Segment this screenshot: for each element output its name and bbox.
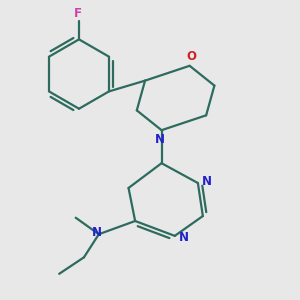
Text: N: N <box>92 226 102 239</box>
Text: N: N <box>155 133 165 146</box>
Text: N: N <box>179 231 189 244</box>
Text: N: N <box>202 175 212 188</box>
Text: O: O <box>186 50 196 63</box>
Text: F: F <box>74 8 82 20</box>
